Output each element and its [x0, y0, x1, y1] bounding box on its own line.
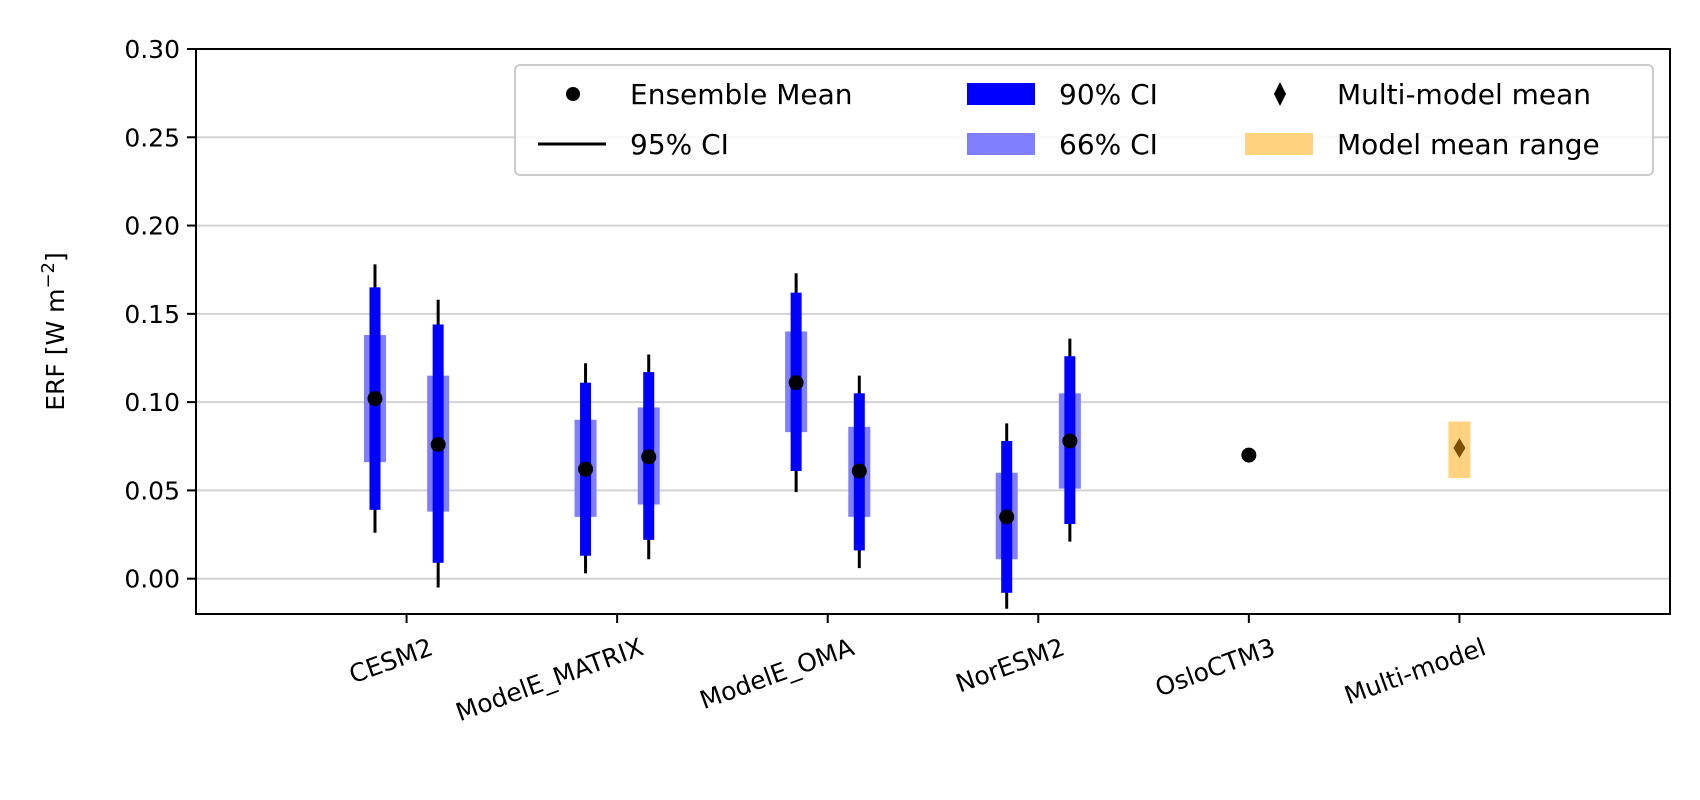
legend: Ensemble Mean 90% CI Multi-model mean 95% C…: [514, 64, 1654, 176]
y-tick-label: 0.30: [124, 35, 180, 64]
y-axis-label: ERF [W m−2]: [38, 252, 70, 411]
y-tick-label: 0.05: [124, 476, 180, 505]
y-tick-label: 0.00: [124, 565, 180, 594]
ensemble-mean-point: [788, 375, 804, 391]
plot-frame: [195, 48, 1671, 615]
legend-range-icon: [1245, 133, 1313, 155]
x-tick-label: NorESM2: [952, 632, 1069, 698]
x-tick-label: Multi-model: [1341, 632, 1490, 710]
ensemble-mean-point: [1241, 447, 1257, 463]
legend-box: [514, 64, 1654, 176]
multi-model-mean-diamond: [1453, 438, 1466, 459]
plot-marks: [363, 264, 1471, 609]
legend-label: 95% CI: [630, 128, 729, 161]
ensemble-mean-point: [367, 391, 383, 407]
ensemble-mean-point: [430, 437, 446, 452]
y-tick-label: 0.10: [124, 388, 180, 417]
x-tick-label: ModelE_MATRIX: [452, 632, 647, 727]
legend-label: Multi-model mean: [1337, 78, 1591, 111]
x-axis: CESM2 ModelE_MATRIX ModelE_OMA NorESM2 OsloC…: [345, 614, 1489, 727]
legend-ci66-icon: [967, 133, 1035, 155]
legend-label: Ensemble Mean: [630, 78, 853, 111]
legend-ci90-icon: [967, 83, 1035, 105]
ensemble-mean-point: [1062, 433, 1078, 449]
ensemble-mean-point: [999, 509, 1015, 525]
y-tick-label: 0.20: [124, 212, 180, 241]
y-tick-label: 0.15: [124, 300, 180, 329]
x-tick-label: OsloCTM3: [1151, 632, 1279, 702]
legend-dot-icon: [566, 87, 580, 101]
y-tick-label: 0.25: [124, 123, 180, 152]
y-axis: 0.00 0.05 0.10 0.15 0.20 0.25 0.30: [124, 35, 196, 594]
ensemble-mean-point: [578, 461, 594, 477]
legend-diamond-icon: [1274, 82, 1286, 106]
legend-label: 90% CI: [1059, 78, 1158, 111]
legend-label: 66% CI: [1059, 128, 1158, 161]
ensemble-mean-point: [641, 449, 657, 465]
ensemble-mean-point: [851, 463, 867, 479]
x-tick-label: CESM2: [345, 632, 436, 689]
x-tick-label: ModelE_OMA: [696, 632, 858, 715]
legend-label: Model mean range: [1337, 128, 1600, 161]
